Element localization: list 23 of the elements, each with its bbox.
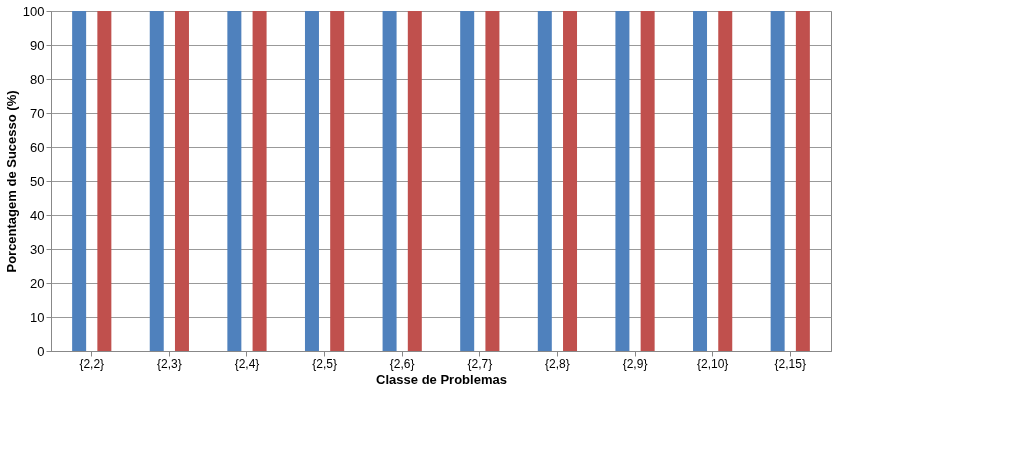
x-axis-title: Classe de Problemas	[376, 371, 507, 387]
x-tick-label: {2,9}	[622, 356, 648, 371]
y-tick-label: 40	[30, 207, 45, 223]
y-axis-title: Porcentagem de Sucesso (%)	[3, 90, 19, 273]
x-tick-label: {2,10}	[696, 356, 729, 371]
x-tick-label: {2,6}	[389, 356, 415, 371]
y-tick-label: 60	[30, 139, 45, 155]
x-tick-label: {2,8}	[545, 356, 570, 371]
y-tick-label: 80	[30, 71, 45, 87]
y-tick-label: 90	[30, 37, 45, 53]
x-tick-label: {2,7}	[467, 356, 493, 371]
y-tick-label: 30	[30, 241, 45, 257]
x-tick-label: {2,15}	[774, 356, 806, 371]
y-tick-label: 50	[30, 173, 45, 189]
y-tick-label: 20	[30, 275, 45, 291]
y-tick-label: 0	[37, 343, 45, 359]
x-tick-label: {2,3}	[157, 356, 182, 371]
x-tick-label: {2,5}	[312, 356, 337, 371]
x-tick-label: {2,4}	[234, 356, 260, 371]
x-tick-label: {2,2}	[79, 356, 105, 371]
y-tick-label: 10	[30, 309, 45, 325]
y-tick-label: 100	[22, 3, 45, 19]
y-tick-label: 70	[30, 105, 45, 121]
